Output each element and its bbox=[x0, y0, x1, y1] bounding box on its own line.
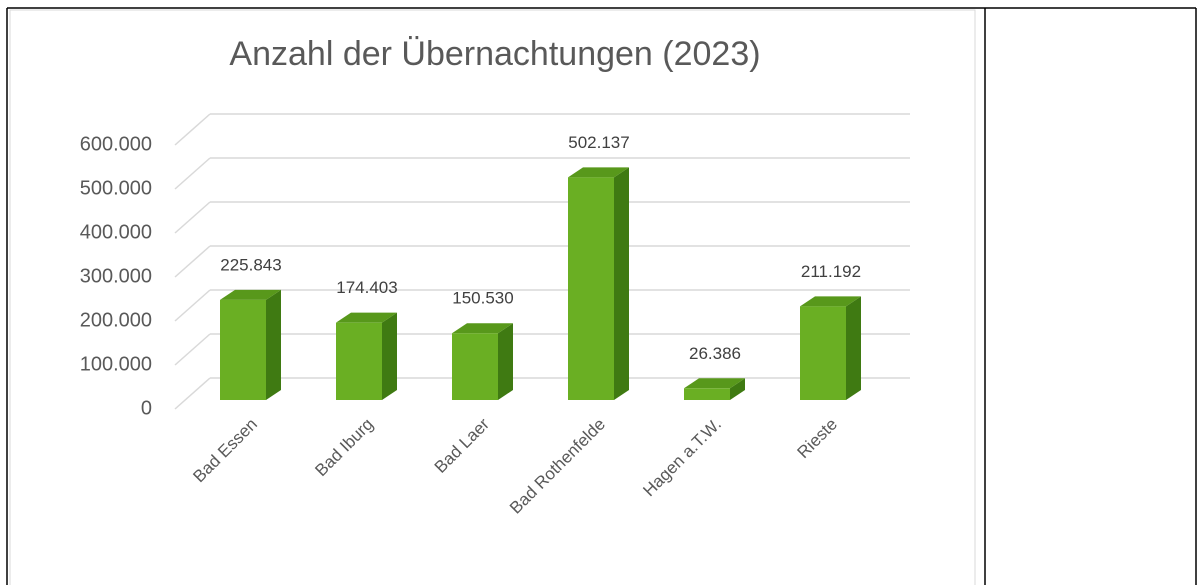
chart-frame bbox=[9, 9, 976, 585]
value-label: 174.403 bbox=[336, 278, 397, 297]
y-tick-label: 400.000 bbox=[80, 221, 152, 243]
bar bbox=[568, 177, 614, 400]
bar-side bbox=[846, 296, 861, 400]
value-label: 502.137 bbox=[568, 133, 629, 152]
bar bbox=[800, 306, 846, 400]
x-tick-label: Hagen a.T.W. bbox=[639, 415, 725, 501]
value-label: 225.843 bbox=[220, 255, 281, 274]
grid-line-side bbox=[174, 113, 211, 146]
grid-line-side bbox=[174, 157, 211, 190]
bar bbox=[336, 322, 382, 400]
y-tick-label: 600.000 bbox=[80, 133, 152, 155]
y-tick-label: 0 bbox=[141, 397, 152, 419]
grid-line-side bbox=[174, 201, 211, 234]
bar-side bbox=[266, 289, 281, 400]
value-label: 211.192 bbox=[801, 262, 861, 281]
grid-line-side bbox=[174, 377, 211, 410]
x-tick-label: Rieste bbox=[793, 415, 841, 463]
x-tick-label: Bad Rothenfelde bbox=[506, 415, 609, 518]
bar-top bbox=[568, 167, 629, 178]
bar-top bbox=[220, 289, 281, 300]
bar-side bbox=[730, 378, 745, 400]
bar bbox=[452, 333, 498, 400]
bar-side bbox=[614, 167, 629, 400]
bar-side bbox=[382, 312, 397, 400]
grid-line-side bbox=[174, 333, 211, 366]
grid-line-side bbox=[174, 289, 211, 322]
value-label: 150.530 bbox=[452, 289, 513, 308]
y-tick-label: 300.000 bbox=[80, 265, 152, 287]
bar-top bbox=[684, 378, 745, 389]
x-tick-label: Bad Iburg bbox=[311, 415, 377, 481]
value-label: 26.386 bbox=[689, 344, 741, 363]
x-tick-label: Bad Essen bbox=[189, 415, 261, 487]
bar-top bbox=[452, 323, 513, 334]
grid-line-side bbox=[174, 245, 211, 278]
bar-side bbox=[498, 323, 513, 400]
y-tick-label: 200.000 bbox=[80, 309, 152, 331]
y-tick-label: 500.000 bbox=[80, 177, 152, 199]
x-tick-label: Bad Laer bbox=[431, 414, 493, 476]
bar bbox=[220, 299, 266, 400]
y-tick-label: 100.000 bbox=[80, 353, 152, 375]
bar-top bbox=[336, 312, 397, 323]
bar-top bbox=[800, 296, 861, 307]
bar bbox=[684, 388, 730, 400]
chart-title: Anzahl der Übernachtungen (2023) bbox=[229, 35, 760, 73]
